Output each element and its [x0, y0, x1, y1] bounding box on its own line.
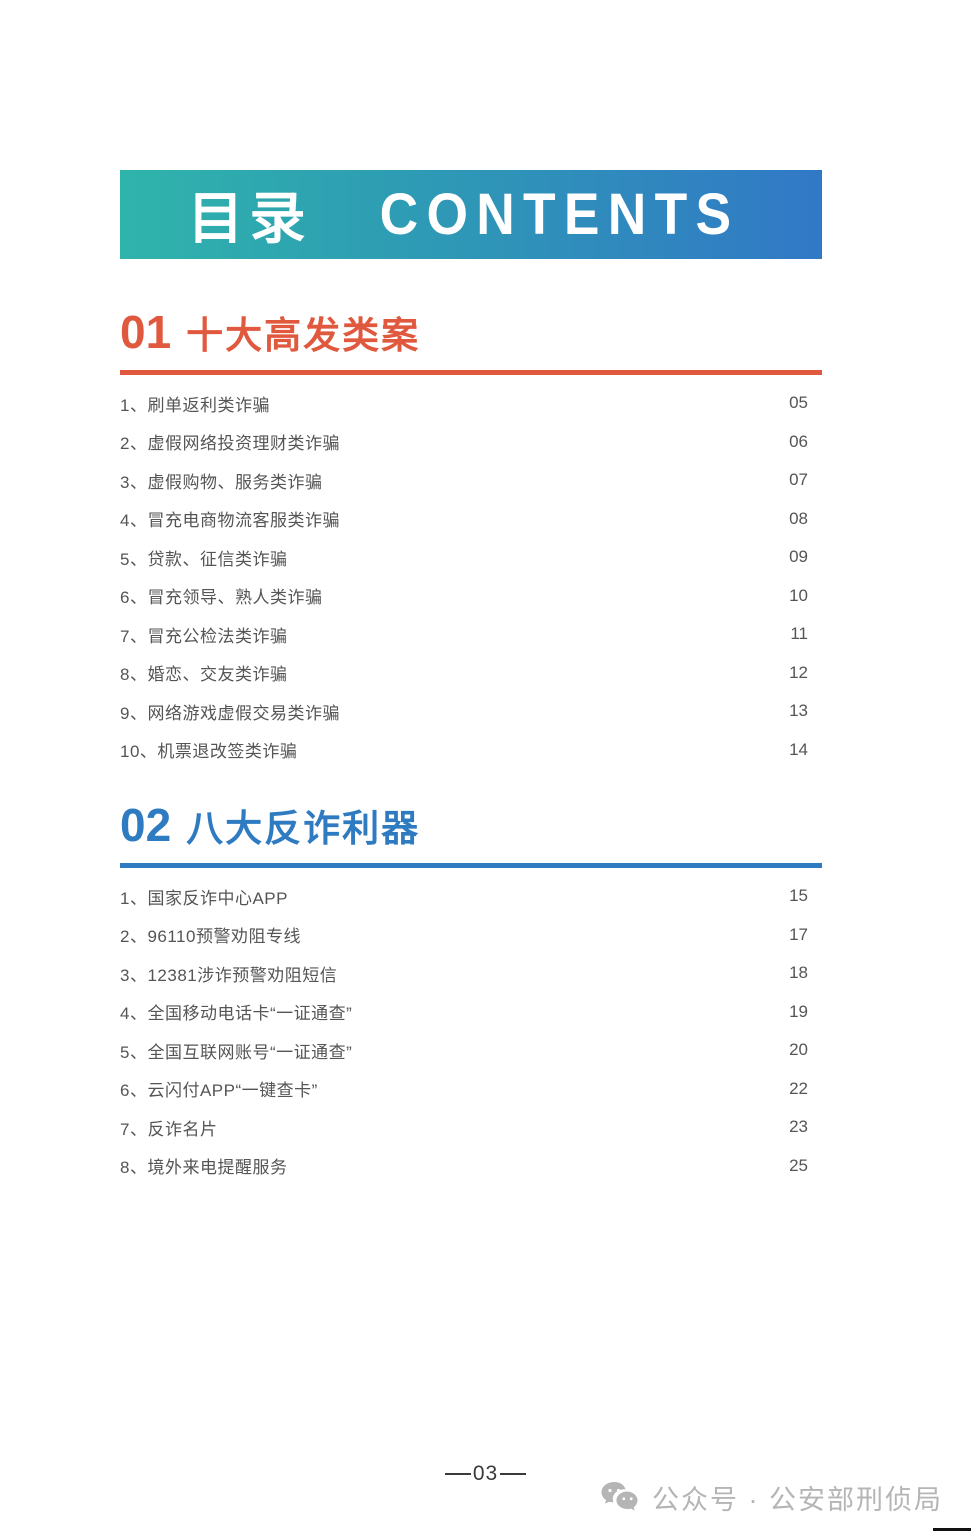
corner-mark [933, 1528, 971, 1531]
section-underline [120, 863, 822, 868]
wechat-watermark: 公众号 · 公安部刑侦局 [600, 1478, 943, 1517]
toc-entry-page: 15 [789, 886, 808, 906]
toc-row: 2、虚假网络投资理财类诈骗 06 [120, 423, 822, 462]
section-underline [120, 370, 822, 375]
toc-entry-page: 10 [789, 585, 808, 605]
toc-entry-page: 09 [789, 547, 808, 567]
toc-entry-page: 07 [789, 470, 808, 490]
toc-entry-label: 2、96110预警劝阻专线 [120, 927, 301, 947]
toc-entry-label: 3、12381涉诈预警劝阻短信 [120, 965, 338, 985]
toc-entry-label: 5、贷款、征信类诈骗 [120, 549, 288, 569]
toc-row: 8、婚恋、交友类诈骗 12 [120, 654, 822, 693]
toc-entry-label: 7、反诈名片 [120, 1119, 218, 1139]
banner-title-zh: 目录 [187, 187, 312, 250]
toc-page: 目录 CONTENTS 01 十大高发类案 1、刷单返利类诈骗 05 2、虚假网络投资理… [0, 170, 971, 1535]
toc-row: 1、国家反诈中心APP 15 [120, 877, 822, 916]
toc-row: 3、12381涉诈预警劝阻短信 18 [120, 954, 822, 993]
toc-row: 7、反诈名片 23 [120, 1108, 822, 1147]
toc-entry-page: 20 [789, 1040, 808, 1060]
toc-entry-page: 18 [789, 963, 808, 983]
content-column: 目录 CONTENTS 01 十大高发类案 1、刷单返利类诈骗 05 2、虚假网络投资理… [120, 170, 822, 1185]
toc-entry-label: 7、冒充公检法类诈骗 [120, 626, 288, 646]
toc-section-02: 02 八大反诈利器 1、国家反诈中心APP 15 2、96110预警劝阻专线 17 3、12… [120, 802, 822, 1185]
footer-dash-right [500, 1473, 527, 1475]
toc-entry-page: 23 [789, 1117, 808, 1137]
banner-title-en: CONTENTS [379, 182, 739, 247]
toc-row: 5、贷款、征信类诈骗 09 [120, 538, 822, 577]
toc-entry-page: 19 [789, 1001, 808, 1021]
toc-entry-page: 22 [789, 1078, 808, 1098]
watermark-text: 公众号 · 公安部刑侦局 [652, 1485, 943, 1515]
toc-entry-label: 1、刷单返利类诈骗 [120, 395, 270, 415]
toc-entry-label: 3、虚假购物、服务类诈骗 [120, 472, 323, 492]
footer-dash-left [444, 1473, 471, 1475]
toc-row: 4、全国移动电话卡“一证通查” 19 [120, 993, 822, 1032]
section-title: 八大反诈利器 [186, 806, 421, 850]
toc-row: 5、全国互联网账号“一证通查” 20 [120, 1031, 822, 1070]
toc-row: 10、机票退改签类诈骗 14 [120, 731, 822, 770]
toc-list: 1、国家反诈中心APP 15 2、96110预警劝阻专线 17 3、12381涉诈预警劝… [120, 868, 822, 1185]
toc-row: 1、刷单返利类诈骗 05 [120, 384, 822, 423]
section-header: 02 八大反诈利器 [120, 802, 822, 848]
section-number: 02 [120, 799, 172, 851]
wechat-icon [600, 1480, 640, 1516]
toc-row: 2、96110预警劝阻专线 17 [120, 916, 822, 955]
toc-list: 1、刷单返利类诈骗 05 2、虚假网络投资理财类诈骗 06 3、虚假购物、服务类诈骗 07… [120, 375, 822, 769]
toc-entry-label: 6、云闪付APP“一键查卡” [120, 1081, 318, 1101]
toc-entry-label: 2、虚假网络投资理财类诈骗 [120, 434, 340, 454]
toc-entry-page: 08 [789, 508, 808, 528]
toc-entry-page: 12 [789, 662, 808, 682]
toc-entry-label: 8、境外来电提醒服务 [120, 1158, 288, 1178]
toc-entry-label: 5、全国互联网账号“一证通查” [120, 1042, 353, 1062]
toc-entry-label: 4、全国移动电话卡“一证通查” [120, 1004, 353, 1024]
toc-entry-page: 13 [789, 701, 808, 721]
toc-entry-label: 10、机票退改签类诈骗 [120, 742, 298, 762]
toc-entry-page: 25 [789, 1155, 808, 1175]
toc-row: 4、冒充电商物流客服类诈骗 08 [120, 500, 822, 539]
toc-entry-label: 4、冒充电商物流客服类诈骗 [120, 511, 340, 531]
toc-entry-label: 8、婚恋、交友类诈骗 [120, 665, 288, 685]
toc-section-01: 01 十大高发类案 1、刷单返利类诈骗 05 2、虚假网络投资理财类诈骗 06 3、虚假购物… [120, 309, 822, 769]
section-title: 十大高发类案 [186, 313, 421, 357]
toc-entry-page: 05 [789, 393, 808, 413]
toc-entry-label: 1、国家反诈中心APP [120, 888, 288, 908]
section-number: 01 [120, 306, 172, 358]
toc-row: 6、冒充领导、熟人类诈骗 10 [120, 577, 822, 616]
toc-row: 7、冒充公检法类诈骗 11 [120, 615, 822, 654]
toc-row: 3、虚假购物、服务类诈骗 07 [120, 461, 822, 500]
toc-entry-page: 11 [790, 624, 808, 644]
toc-row: 6、云闪付APP“一键查卡” 22 [120, 1070, 822, 1109]
toc-entry-page: 14 [789, 739, 808, 759]
toc-sections: 01 十大高发类案 1、刷单返利类诈骗 05 2、虚假网络投资理财类诈骗 06 3、虚假购物… [120, 309, 822, 1185]
toc-entry-label: 9、网络游戏虚假交易类诈骗 [120, 703, 340, 723]
toc-row: 9、网络游戏虚假交易类诈骗 13 [120, 692, 822, 731]
toc-entry-page: 06 [789, 431, 808, 451]
toc-entry-label: 6、冒充领导、熟人类诈骗 [120, 588, 323, 608]
toc-entry-page: 17 [789, 924, 808, 944]
contents-banner: 目录 CONTENTS [120, 170, 822, 259]
toc-row: 8、境外来电提醒服务 25 [120, 1147, 822, 1186]
section-header: 01 十大高发类案 [120, 309, 822, 355]
page-number: 03 [472, 1462, 499, 1485]
